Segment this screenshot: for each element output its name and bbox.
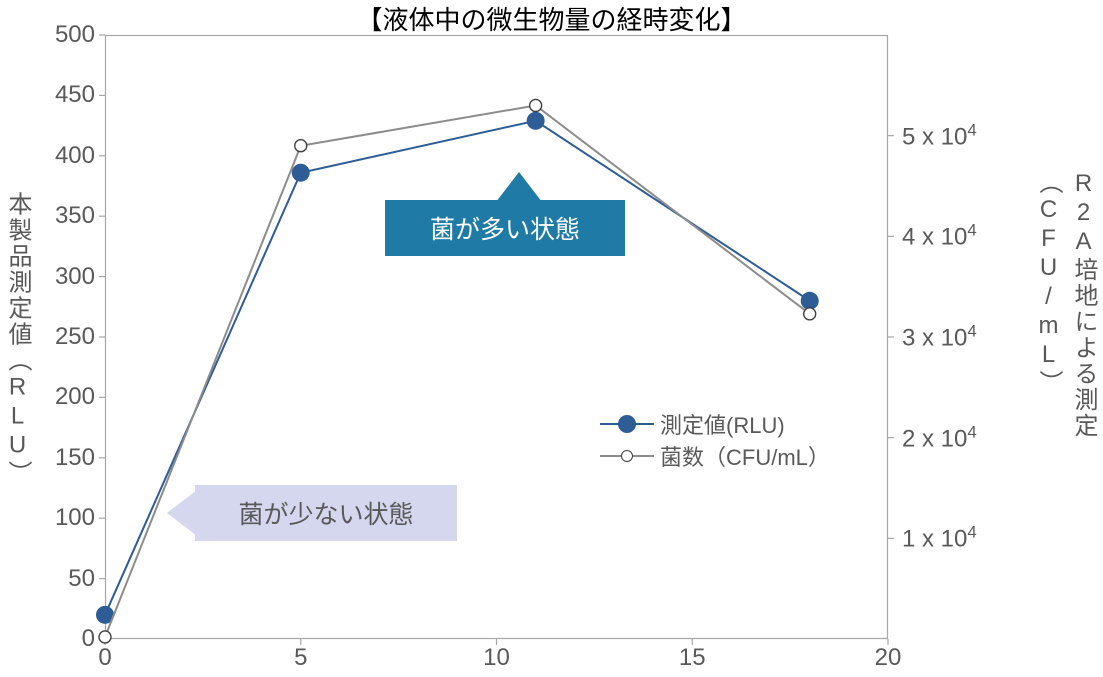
x-tick-label: 10	[483, 644, 510, 672]
right-y-tick-label: 5 x 104	[902, 120, 977, 151]
series-line-1	[105, 105, 810, 637]
x-tick-label: 5	[294, 644, 307, 672]
left-y-tick-label: 200	[45, 383, 95, 411]
callout-high-bacteria: 菌が多い状態	[385, 200, 625, 256]
right-y-tick-label: 1 x 104	[902, 523, 977, 554]
left-y-tick-label: 0	[45, 625, 95, 653]
legend: 測定値(RLU)菌数（CFU/mL）	[600, 408, 830, 472]
x-tick-label: 15	[679, 644, 706, 672]
left-y-tick-label: 300	[45, 263, 95, 291]
callout-low-bacteria: 菌が少ない状態	[195, 485, 457, 541]
left-y-tick-label: 150	[45, 444, 95, 472]
series-marker	[295, 140, 307, 152]
plot-svg	[105, 35, 888, 639]
series-marker	[99, 631, 111, 643]
legend-label: 測定値(RLU)	[660, 408, 785, 440]
legend-label: 菌数（CFU/mL）	[660, 440, 830, 472]
left-y-tick-label: 500	[45, 21, 95, 49]
chart-title: 【液体中の微生物量の経時変化】	[0, 0, 1103, 37]
left-y-tick-label: 450	[45, 81, 95, 109]
right-y-tick-label: 3 x 104	[902, 322, 977, 353]
right-y-tick-label: 4 x 104	[902, 221, 977, 252]
left-y-tick-label: 250	[45, 323, 95, 351]
left-y-tick-label: 400	[45, 142, 95, 170]
right-y-axis-label: R2A培地による測定（CFU/mL）	[1031, 169, 1101, 508]
x-tick-label: 0	[98, 644, 111, 672]
left-y-axis-label: 本製品測定値（RLU）	[0, 191, 35, 486]
series-marker	[527, 112, 545, 130]
series-marker	[530, 99, 542, 111]
legend-swatch	[600, 412, 654, 436]
left-y-tick-label: 100	[45, 504, 95, 532]
left-y-tick-label: 350	[45, 202, 95, 230]
legend-item: 測定値(RLU)	[600, 408, 830, 440]
legend-swatch	[600, 444, 654, 468]
series-marker	[292, 164, 310, 182]
chart-stage: 【液体中の微生物量の経時変化】 本製品測定値（RLU） R2A培地による測定（C…	[0, 0, 1103, 677]
series-marker	[801, 292, 819, 310]
right-y-tick-label: 2 x 104	[902, 422, 977, 453]
legend-item: 菌数（CFU/mL）	[600, 440, 830, 472]
series-marker	[804, 308, 816, 320]
plot-area	[105, 35, 888, 639]
left-y-tick-label: 50	[45, 565, 95, 593]
x-tick-label: 20	[875, 644, 902, 672]
